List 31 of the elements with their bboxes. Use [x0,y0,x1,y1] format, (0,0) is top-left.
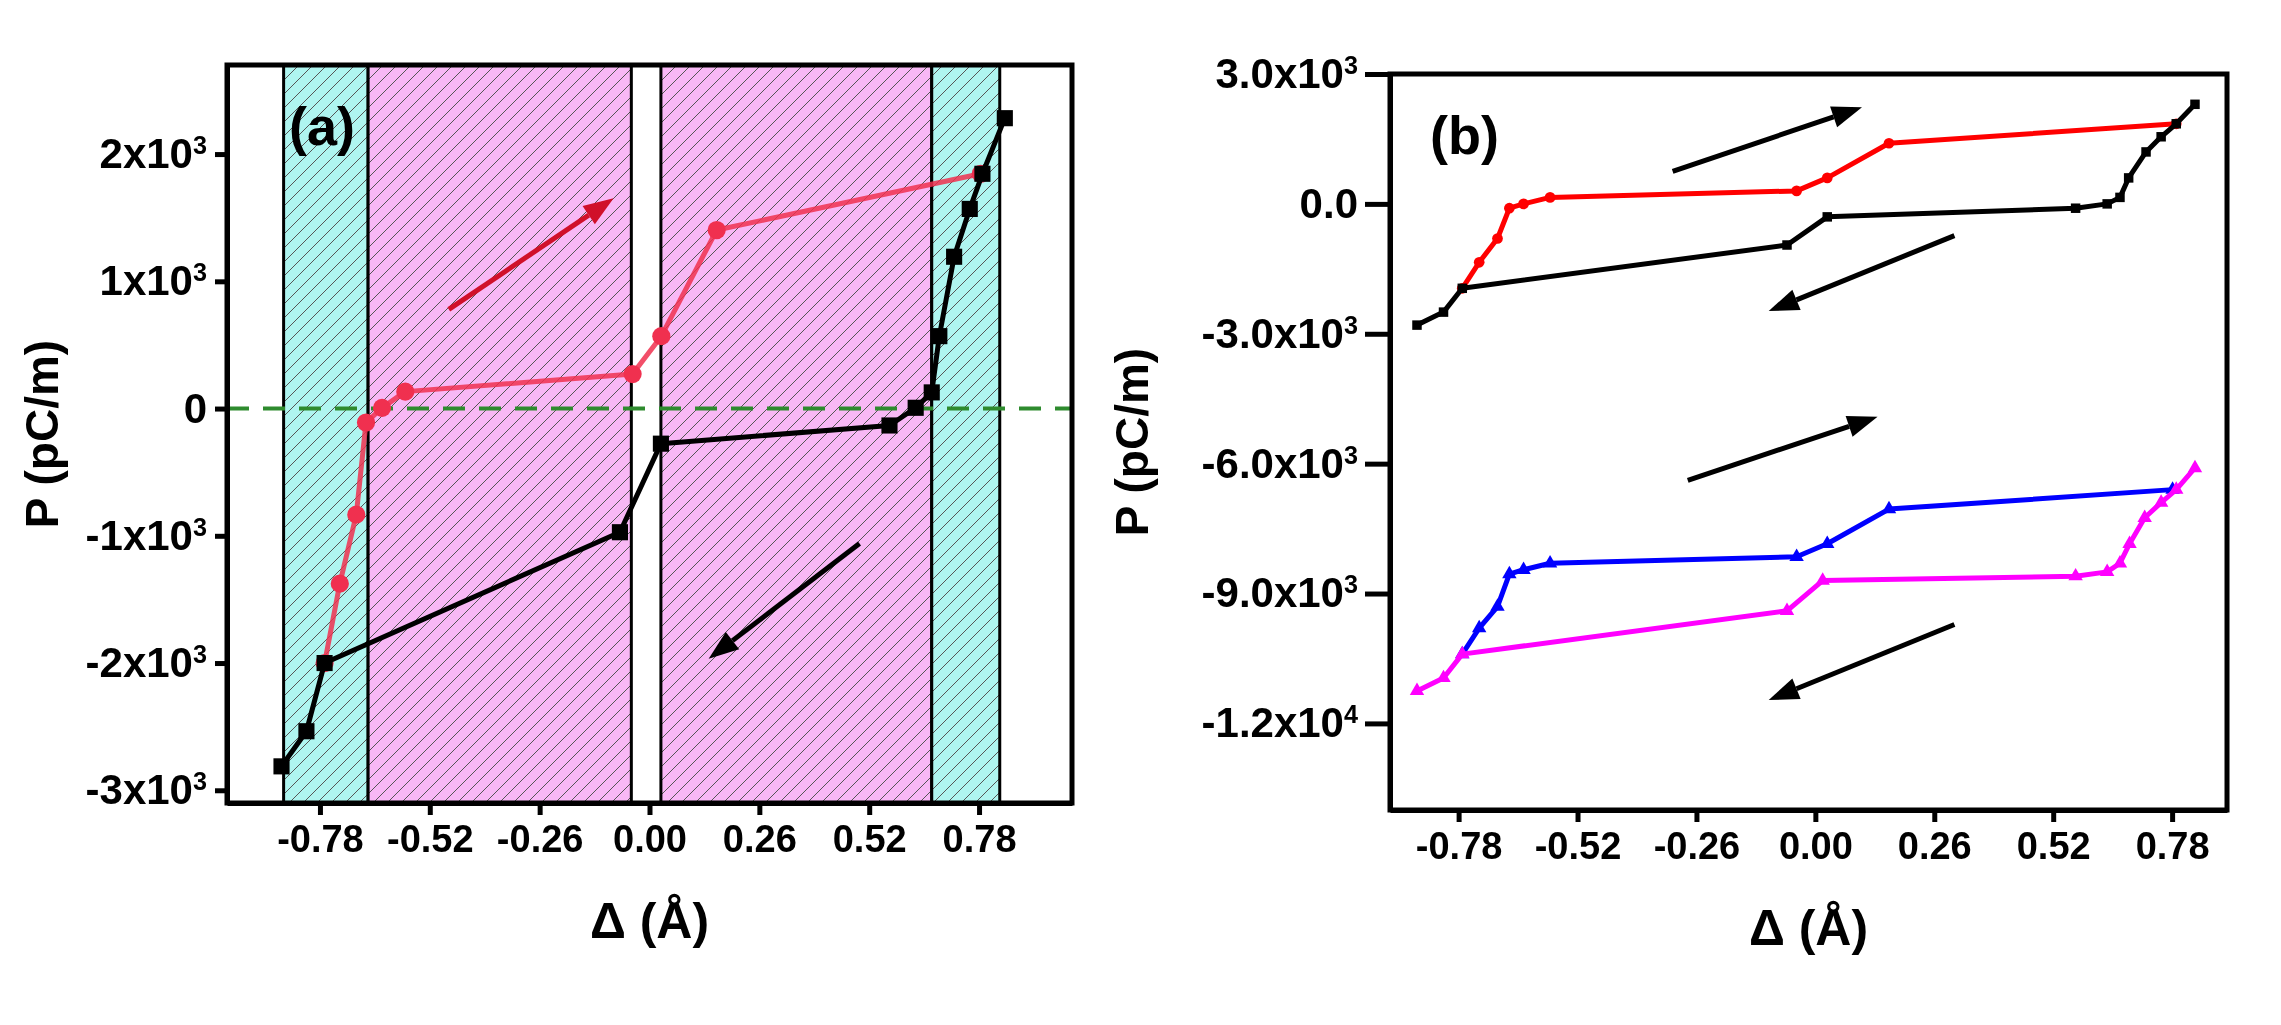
x-tick-label: 0.00 [613,817,687,860]
y-tick-label: -9.0x10$^{3}$ [1201,569,1358,617]
x-tick-label: 0.52 [832,817,907,860]
x-tick-label: -0.26 [496,817,584,860]
y-tick-label: 0 [183,384,207,432]
y-axis-title: P (pC/m) [16,339,68,529]
y-tick-label: -3x10$^{3}$ [85,766,207,814]
y-tick-label: 2x10$^{3}$ [99,130,207,178]
x-tick-label: 0.78 [942,817,1017,860]
y-tick-label: 1x10$^{3}$ [99,257,207,305]
x-tick-label: 0.78 [2135,824,2210,867]
y-tick-label: 3.0x10$^{3}$ [1215,49,1358,97]
x-tick-label: -0.52 [386,817,474,860]
y-tick-label: -1.2x10$^{4}$ [1201,699,1358,747]
x-tick-label: -0.52 [1534,824,1622,867]
x-tick-label: -0.26 [1653,824,1741,867]
x-tick-label: -0.78 [277,817,364,860]
y-tick-label: -3.0x10$^{3}$ [1201,309,1358,357]
x-axis-title: Δ (Å) [1748,900,1869,956]
y-axis-title: P (pC/m) [1106,347,1158,537]
annotation: (b) [1430,105,1499,165]
x-tick-label: -0.78 [1415,824,1503,867]
y-tick-label: -1x10$^{3}$ [85,511,207,559]
y-tick-label: -2x10$^{3}$ [85,638,207,686]
y-tick-label: 0.0 [1299,179,1358,227]
x-tick-label: 0.26 [722,817,797,860]
x-tick-label: 0.52 [2016,824,2091,867]
x-tick-label: 0.00 [1778,824,1853,867]
y-tick-label: -6.0x10$^{3}$ [1201,439,1358,487]
x-tick-label: 0.26 [1897,824,1972,867]
x-axis-title: Δ (Å) [589,893,710,949]
